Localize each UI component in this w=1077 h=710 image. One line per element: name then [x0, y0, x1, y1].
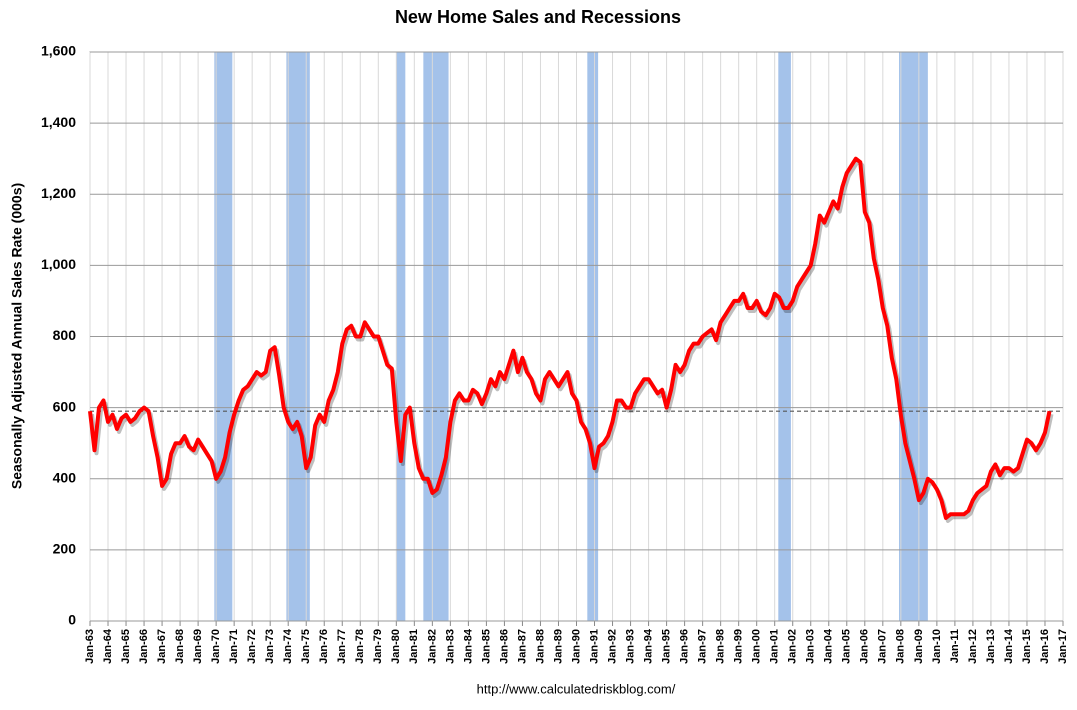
x-tick-label: Jan-72	[246, 629, 258, 664]
x-tick-label: Jan-08	[895, 629, 907, 664]
x-tick-label: Jan-75	[300, 629, 312, 664]
x-tick-label: Jan-10	[931, 629, 943, 664]
y-tick-label: 200	[53, 541, 77, 557]
x-tick-label: Jan-71	[228, 629, 240, 664]
series-line	[88, 156, 1052, 520]
x-tick-label: Jan-09	[913, 629, 925, 664]
x-tick-label: Jan-11	[949, 629, 961, 663]
x-tick-label: Jan-64	[102, 628, 114, 664]
x-tick-label: Jan-66	[138, 629, 150, 664]
x-tick-label: Jan-87	[516, 629, 528, 664]
x-tick-label: Jan-00	[751, 629, 763, 664]
x-tick-label: Jan-12	[967, 629, 979, 664]
x-tick-label: Jan-96	[679, 629, 691, 664]
x-tick-label: Jan-17	[1057, 629, 1069, 664]
x-tick-label: Jan-98	[715, 629, 727, 664]
source: http://www.calculatedriskblog.com/	[477, 681, 676, 696]
x-tick-label: Jan-99	[733, 629, 745, 664]
x-tick-label: Jan-88	[534, 629, 546, 664]
y-tick-label: 0	[68, 612, 76, 628]
x-tick-label: Jan-95	[660, 629, 672, 664]
x-tick-label: Jan-05	[841, 629, 853, 664]
x-tick-label: Jan-84	[462, 628, 474, 664]
x-tick-label: Jan-01	[769, 629, 781, 664]
x-tick-label: Jan-92	[606, 629, 618, 664]
x-tick-label: Jan-63	[84, 629, 96, 664]
x-tick-label: Jan-85	[480, 629, 492, 664]
x-tick-label: Jan-68	[174, 629, 186, 664]
x-tick-label: Jan-93	[624, 629, 636, 664]
x-tick-label: Jan-82	[426, 629, 438, 664]
x-tick-label: Jan-90	[570, 629, 582, 664]
x-tick-label: Jan-02	[787, 629, 799, 664]
x-tick-label: Jan-69	[192, 629, 204, 664]
x-tick-label: Jan-65	[120, 629, 132, 664]
y-tick-label: 1,000	[41, 256, 76, 272]
x-tick-label: Jan-86	[498, 629, 510, 664]
x-tick-label: Jan-81	[408, 629, 420, 664]
x-tick-label: Jan-94	[642, 628, 654, 664]
x-tick-label: Jan-07	[877, 629, 889, 664]
y-tick-label: 400	[53, 469, 77, 485]
x-tick-label: Jan-14	[1003, 628, 1015, 664]
x-tick-label: Jan-73	[264, 629, 276, 664]
y-tick-label: 800	[53, 327, 77, 343]
y-tick-label: 1,400	[41, 114, 76, 130]
x-tick-label: Jan-13	[985, 629, 997, 664]
x-tick-label: Jan-03	[805, 629, 817, 664]
x-tick-label: Jan-97	[697, 629, 709, 664]
x-tick-label: Jan-80	[390, 629, 402, 664]
x-tick-label: Jan-89	[552, 629, 564, 664]
x-tick-label: Jan-78	[354, 629, 366, 664]
y-axis-label: Seasonally Adjusted Annual Sales Rate (0…	[9, 183, 25, 489]
x-tick-label: Jan-06	[859, 629, 871, 664]
x-tick-label: Jan-15	[1021, 629, 1033, 664]
chart-title: New Home Sales and Recessions	[395, 7, 681, 27]
x-tick-label: Jan-67	[156, 629, 168, 664]
x-tick-label: Jan-74	[282, 628, 294, 664]
x-tick-label: Jan-91	[588, 629, 600, 664]
y-tick-label: 1,200	[41, 185, 76, 201]
x-tick-label: Jan-77	[336, 629, 348, 664]
x-tick-label: Jan-04	[823, 628, 835, 664]
y-tick-label: 600	[53, 398, 77, 414]
x-tick-label: Jan-83	[444, 629, 456, 664]
x-tick-label: Jan-76	[318, 629, 330, 664]
x-tick-label: Jan-16	[1039, 629, 1051, 664]
x-tick-label: Jan-79	[372, 629, 384, 664]
x-tick-label: Jan-70	[210, 629, 222, 664]
y-tick-label: 1,600	[41, 43, 76, 59]
